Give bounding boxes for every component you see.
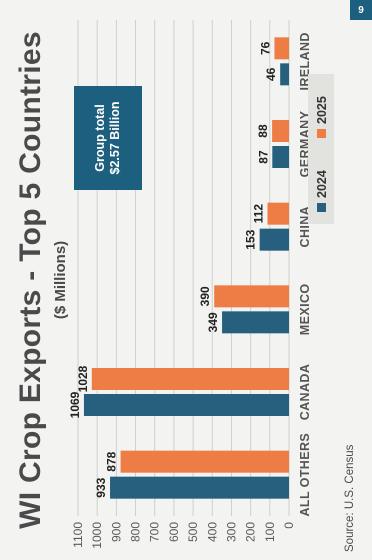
x-tick-label: ALL OTHERS <box>298 433 312 517</box>
bar-2024-ireland <box>280 63 289 86</box>
source-note: Source: U.S. Census <box>344 444 356 552</box>
y-tick-label: 500 <box>186 522 200 542</box>
data-label: 390 <box>198 286 212 306</box>
y-tick-label: 0 <box>282 522 296 529</box>
y-tick-label: 300 <box>224 522 238 542</box>
bar-2025-mexico <box>214 285 289 308</box>
data-label: 76 <box>258 41 272 55</box>
bar-2025-canada <box>91 368 289 390</box>
bar-2025-ireland <box>274 37 289 60</box>
bar-2025-all-others <box>120 450 289 473</box>
y-tick-label: 200 <box>244 522 258 542</box>
y-tick-label: 800 <box>129 522 143 542</box>
data-label: 87 <box>256 150 270 164</box>
bar-2024-china <box>259 228 290 251</box>
callout-line-2: $2.57 Billion <box>108 101 122 175</box>
y-tick-label: 1000 <box>90 522 104 549</box>
y-tick-label: 100 <box>263 522 277 542</box>
legend-swatch-2024 <box>317 203 326 212</box>
data-label: 153 <box>244 229 258 249</box>
data-label: 1028 <box>76 365 90 392</box>
bar-2024-germany <box>272 146 290 168</box>
y-tick-label: 700 <box>148 522 162 542</box>
x-tick-label: CANADA <box>298 364 312 421</box>
legend-swatch-2025 <box>317 129 326 138</box>
bar-2024-mexico <box>222 311 289 334</box>
bar-2025-china <box>267 202 289 225</box>
y-tick-label: 400 <box>205 522 219 542</box>
legend-label: 2024 <box>315 170 329 198</box>
legend-label: 2025 <box>315 96 329 124</box>
callout-line-1: Group total <box>93 104 107 172</box>
data-label: 112 <box>252 204 266 224</box>
data-label: 349 <box>206 312 220 332</box>
page-number: 9 <box>350 0 372 20</box>
y-tick-label: 600 <box>167 522 181 542</box>
data-label: 88 <box>256 124 270 138</box>
y-tick-label: 1100 <box>71 522 85 548</box>
legend-box <box>308 74 334 224</box>
y-tick-label: 900 <box>109 522 123 542</box>
data-label: 878 <box>105 451 119 471</box>
x-tick-label: MEXICO <box>298 283 312 335</box>
bar-2025-germany <box>272 120 289 142</box>
data-label: 933 <box>94 477 108 497</box>
group-total-callout: Group total $2.57 Billion <box>74 86 142 190</box>
bar-2024-all-others <box>110 476 290 499</box>
bar-2024-canada <box>83 394 289 416</box>
data-label: 46 <box>264 67 278 81</box>
data-label: 1069 <box>68 391 82 418</box>
